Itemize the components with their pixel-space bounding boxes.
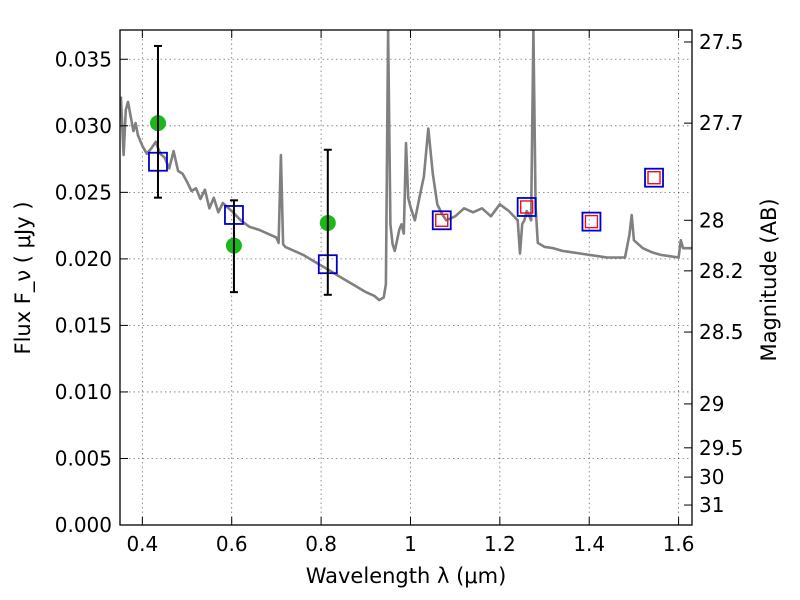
plot-content bbox=[120, 30, 692, 302]
x-tick-label-6: 1.6 bbox=[663, 532, 695, 556]
magnitude-tick-label-1: 27.7 bbox=[699, 111, 744, 135]
y-tick-label-1: 0.005 bbox=[55, 446, 112, 470]
photometry-square-red-0 bbox=[435, 213, 449, 227]
magnitude-tick-label-6: 29.5 bbox=[699, 436, 744, 460]
magnitude-tick-label-2: 28 bbox=[699, 208, 724, 232]
grid-lines bbox=[120, 30, 692, 525]
y-tick-label-3: 0.015 bbox=[55, 313, 112, 337]
photometry-square-red-3 bbox=[647, 171, 661, 185]
tick-labels: 0.4 0.6 0.8 1 1.2 1.4 1.6 0.000 0.005 0.010 0.015 0… bbox=[55, 30, 744, 556]
photometry-square-red-1 bbox=[519, 200, 534, 214]
magnitude-tick-label-3: 28.2 bbox=[699, 259, 744, 283]
x-tick-label-2: 0.8 bbox=[305, 532, 337, 556]
photometry-square-red-2 bbox=[584, 214, 599, 229]
y-tick-label-0: 0.000 bbox=[55, 513, 112, 537]
magnitude-tick-label-4: 28.5 bbox=[699, 320, 744, 344]
x-tick-label-1: 0.6 bbox=[216, 532, 248, 556]
y-tick-label-4: 0.020 bbox=[55, 247, 112, 271]
y-axis-label: Flux F_ν ( μJy ) bbox=[11, 201, 36, 354]
x-tick-label-0: 0.4 bbox=[126, 532, 158, 556]
y-tick-label-5: 0.025 bbox=[55, 180, 112, 204]
magnitude-tick-label-8: 31 bbox=[699, 493, 724, 517]
photometry-square-blue-5 bbox=[581, 211, 602, 232]
plot-frame bbox=[119, 29, 693, 526]
y-axis-label-right: Magnitude (AB) bbox=[757, 198, 781, 361]
photometry-square-blue-4 bbox=[516, 197, 537, 217]
magnitude-tick-label-5: 29 bbox=[699, 392, 724, 416]
axis-ticks bbox=[120, 30, 692, 526]
x-tick-label-3: 1 bbox=[404, 532, 417, 556]
x-tick-label-4: 1.2 bbox=[484, 532, 516, 556]
x-tick-label-5: 1.4 bbox=[573, 532, 605, 556]
y-tick-label-2: 0.010 bbox=[55, 380, 112, 404]
photometry-square-blue-3 bbox=[431, 210, 452, 231]
model-spectrum-line bbox=[120, 30, 692, 302]
y-tick-label-6: 0.030 bbox=[55, 114, 112, 138]
magnitude-tick-label-0: 27.5 bbox=[699, 30, 744, 54]
x-axis-label: Wavelength λ (μm) bbox=[306, 564, 507, 588]
y-tick-label-7: 0.035 bbox=[55, 47, 112, 71]
magnitude-tick-label-7: 30 bbox=[699, 465, 724, 489]
photometry-square-blue-6 bbox=[644, 167, 664, 188]
